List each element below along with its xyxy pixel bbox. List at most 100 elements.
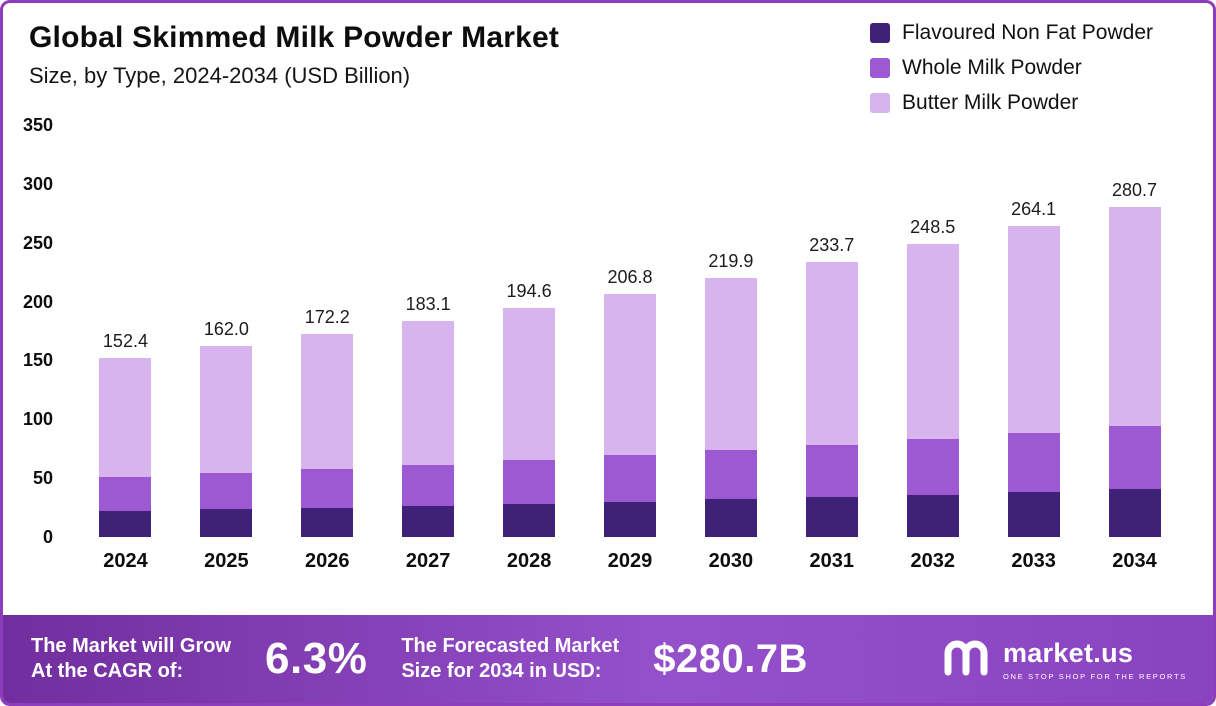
bar-stack (200, 346, 253, 537)
bar-stack (1007, 226, 1060, 537)
x-tick-label: 2032 (910, 550, 955, 572)
bar-segment-flavoured-non-fat-powder (603, 501, 656, 537)
bar-segment-flavoured-non-fat-powder (704, 499, 757, 537)
legend-swatch (870, 93, 891, 113)
bar-column-2029: 206.8 (580, 267, 681, 537)
brand-name: market.us (1002, 637, 1134, 668)
y-tick-label: 350 (22, 115, 53, 135)
bar-segment-flavoured-non-fat-powder (906, 494, 959, 537)
x-axis: 2024 2025 2026 2027 2028 2029 2030 2031 2032 2033… (67, 550, 1213, 573)
bar-segment-whole-milk-powder (301, 469, 354, 508)
brand-tagline: ONE STOP SHOP FOR THE REPORTS (1002, 671, 1187, 681)
title-block: Global Skimmed Milk Powder Market Size, … (29, 19, 559, 115)
bar-segment-whole-milk-powder (906, 439, 959, 495)
bar-stack (301, 334, 354, 537)
cagr-value: 6.3% (265, 634, 368, 683)
bar-column-2025: 162.0 (176, 319, 277, 537)
legend-label: Flavoured Non Fat Powder (902, 21, 1153, 44)
bar-total-label: 206.8 (607, 266, 653, 287)
legend-item-flavoured-non-fat-powder: Flavoured Non Fat Powder (870, 21, 1153, 45)
bar-segment-flavoured-non-fat-powder (99, 511, 152, 537)
y-tick-label: 250 (22, 232, 53, 253)
bar-total-label: 162.0 (203, 319, 249, 340)
x-tick-label: 2026 (305, 550, 350, 572)
legend: Flavoured Non Fat Powder Whole Milk Powde… (870, 19, 1187, 115)
bar-stack (603, 293, 656, 537)
bar-stack (1108, 206, 1161, 537)
bar-column-2033: 264.1 (983, 199, 1084, 537)
bar-column-2026: 172.2 (277, 307, 378, 537)
y-tick-label: 100 (22, 409, 53, 430)
y-tick-label: 0 (42, 527, 53, 547)
bar-column-2027: 183.1 (378, 294, 479, 537)
x-tick-label: 2027 (405, 550, 451, 572)
bar-stack (805, 261, 858, 537)
cagr-caption-line2: At the CAGR of: (31, 660, 184, 682)
x-tick-label: 2024 (103, 550, 148, 572)
forecast-caption: The Forecasted Market Size for 2034 in U… (401, 634, 619, 684)
bar-segment-butter-milk-powder (1007, 226, 1060, 433)
bar-stack (906, 244, 959, 537)
cagr-caption-line1: The Market will Grow (31, 635, 232, 657)
bar-segment-flavoured-non-fat-powder (805, 497, 858, 537)
bar-segment-butter-milk-powder (301, 334, 354, 470)
bar-stack (503, 307, 556, 537)
x-tick-label: 2034 (1112, 550, 1157, 572)
bar-segment-flavoured-non-fat-powder (200, 509, 253, 537)
bar-column-2034: 280.7 (1084, 180, 1185, 537)
bar-segment-flavoured-non-fat-powder (503, 503, 556, 537)
forecast-caption-line1: The Forecasted Market (401, 635, 620, 657)
bar-total-label: 233.7 (809, 234, 855, 255)
bar-total-label: 280.7 (1111, 179, 1158, 200)
legend-item-whole-milk-powder: Whole Milk Powder (870, 56, 1153, 80)
footer-banner: The Market will Grow At the CAGR of: 6.3… (3, 615, 1213, 703)
bar-segment-flavoured-non-fat-powder (301, 507, 354, 537)
chart-area: 0 50 100 150 200 250 300 350 152.4 162.0 172.2 183… (3, 115, 1213, 547)
bar-segment-butter-milk-powder (1108, 206, 1161, 427)
x-tick-label: 2031 (809, 550, 855, 572)
bar-stack (99, 357, 152, 537)
bar-column-2030: 219.9 (680, 251, 781, 537)
bar-segment-whole-milk-powder (503, 460, 556, 504)
bar-segment-butter-milk-powder (704, 278, 757, 451)
legend-swatch (870, 58, 891, 78)
market-us-logo-icon (941, 635, 991, 684)
bar-segment-whole-milk-powder (603, 455, 656, 502)
bar-segment-whole-milk-powder (402, 464, 455, 506)
bar-segment-butter-milk-powder (503, 307, 556, 461)
x-tick-label: 2029 (607, 550, 653, 572)
legend-item-butter-milk-powder: Butter Milk Powder (870, 91, 1153, 115)
bar-total-label: 194.6 (506, 280, 552, 301)
bar-segment-flavoured-non-fat-powder (402, 505, 455, 537)
bar-segment-butter-milk-powder (200, 346, 253, 474)
bar-segment-butter-milk-powder (805, 261, 858, 445)
bar-column-2032: 248.5 (882, 217, 983, 537)
bar-column-2028: 194.6 (479, 281, 580, 537)
forecast-value: $280.7B (653, 636, 808, 681)
legend-label: Butter Milk Powder (902, 91, 1079, 114)
y-axis: 0 50 100 150 200 250 300 350 (3, 115, 67, 547)
forecast-caption-line2: Size for 2034 in USD: (401, 660, 602, 682)
y-tick-label: 200 (22, 291, 53, 312)
brand-logo: market.us ONE STOP SHOP FOR THE REPORTS (941, 635, 1187, 684)
bar-column-2031: 233.7 (781, 235, 882, 537)
bar-segment-butter-milk-powder (906, 244, 959, 440)
y-tick-label: 50 (32, 468, 53, 489)
bar-segment-butter-milk-powder (603, 293, 656, 456)
legend-swatch (870, 23, 891, 43)
bar-stack (402, 321, 455, 537)
brand-text: market.us ONE STOP SHOP FOR THE REPORTS (1003, 638, 1187, 681)
bar-column-2024: 152.4 (75, 331, 176, 537)
bar-total-label: 264.1 (1011, 199, 1057, 220)
bar-total-label: 219.9 (708, 251, 754, 272)
x-tick-label: 2028 (506, 550, 552, 572)
bar-segment-whole-milk-powder (1007, 432, 1060, 492)
bar-segment-whole-milk-powder (1108, 426, 1161, 490)
cagr-caption: The Market will Grow At the CAGR of: (31, 634, 231, 684)
bar-segment-whole-milk-powder (99, 476, 152, 511)
bar-segment-whole-milk-powder (805, 444, 858, 498)
bar-segment-butter-milk-powder (99, 357, 152, 477)
bar-total-label: 248.5 (910, 217, 956, 238)
bar-segment-whole-milk-powder (200, 473, 253, 510)
